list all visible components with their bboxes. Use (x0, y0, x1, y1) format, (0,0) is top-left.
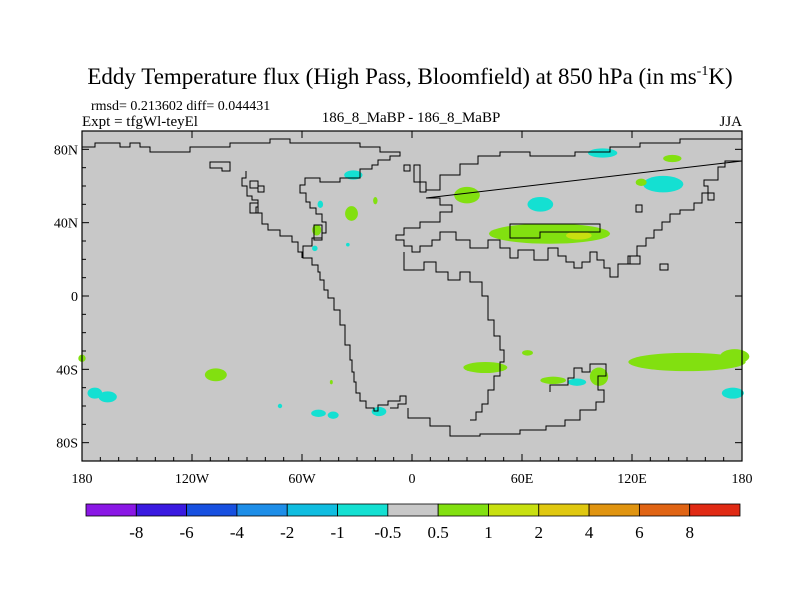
field-patch-19 (588, 148, 618, 158)
coastline-islands-2 (257, 185, 265, 193)
coastline-alaska-islands (209, 161, 231, 172)
x-tick-label-1: 120W (175, 472, 210, 487)
x-tick-label-2: 60W (288, 472, 316, 487)
field-patch-2 (98, 391, 117, 403)
coastline-west-americas (241, 171, 303, 258)
field-patch-21 (635, 178, 647, 186)
colorbar-box-7 (437, 503, 489, 517)
field-patch-31 (327, 411, 339, 419)
colorbar-label-2: -4 (230, 523, 245, 542)
field-patch-1 (87, 387, 103, 399)
axes: 180 120W 60W 0 60E 120E 180 80N 40N 0 40S 80S (54, 131, 753, 487)
colorbar-box-12 (689, 503, 741, 517)
field-patch-30 (721, 387, 744, 399)
field-patch-24 (522, 350, 533, 356)
field-patch-7 (329, 379, 333, 385)
field-patch-15 (454, 186, 480, 204)
field-patch-10 (317, 200, 324, 208)
field-patch-29 (720, 349, 750, 364)
colorbar-label-9: 4 (585, 523, 594, 542)
colorbar: -8 -6 -4 -2 -1 -0.5 0.5 1 2 4 6 8 (85, 503, 741, 542)
field-patch-14 (346, 242, 350, 247)
stats-label: rmsd= 0.213602 diff= 0.044431 (91, 99, 270, 114)
colorbar-box-9 (538, 503, 590, 517)
colorbar-box-4 (286, 503, 338, 517)
colorbar-label-6: 0.5 (428, 523, 449, 542)
colorbar-label-8: 2 (535, 523, 544, 542)
field-patch-20 (643, 175, 684, 193)
field-patch-27 (589, 367, 609, 386)
coastline-islands-6 (313, 224, 323, 241)
field-patch-17 (489, 223, 610, 244)
field-patch-3 (204, 368, 227, 382)
colorbar-box-3 (236, 503, 288, 517)
colorbar-box-1 (135, 503, 188, 517)
y-tick-label-3: 40S (56, 363, 78, 378)
colorbar-box-2 (186, 503, 238, 517)
field-patch-9 (373, 197, 378, 205)
colorbar-box-11 (638, 503, 691, 517)
y-tick-label-2: 0 (71, 290, 78, 305)
field-patch-22 (663, 154, 682, 163)
colorbar-label-5: -0.5 (374, 523, 401, 542)
field-patch-12 (312, 224, 322, 236)
field-patch-13 (312, 245, 318, 252)
colorbar-label-11: 8 (685, 523, 694, 542)
colorbar-box-5 (337, 503, 389, 517)
field-patch-16 (527, 197, 554, 212)
field-patch-28 (628, 352, 746, 372)
x-tick-label-6: 180 (732, 472, 753, 487)
field-patches (78, 148, 750, 419)
colorbar-box-0 (85, 503, 137, 517)
y-tick-label-4: 80S (56, 437, 78, 452)
field-patch-26 (567, 378, 587, 386)
colorbar-box-10 (588, 503, 640, 517)
colorbar-label-7: 1 (484, 523, 493, 542)
x-tick-label-0: 180 (72, 472, 93, 487)
coastline-eurasia (395, 138, 743, 278)
experiment-label: Expt = tfgWl-teyEl (82, 114, 198, 130)
center-label: 186_8_MaBP - 186_8_MaBP (322, 110, 501, 126)
field-patch-6 (371, 406, 387, 417)
colorbar-label-1: -6 (180, 523, 194, 542)
field-patch-23 (463, 362, 508, 373)
field-patch-8 (344, 170, 363, 180)
field-patch-4 (277, 403, 283, 409)
coastline-antarctic-south (407, 363, 607, 437)
colorbar-label-0: -8 (129, 523, 143, 542)
season-label: JJA (719, 114, 742, 130)
field-patch-18 (566, 231, 592, 240)
coastline-east-asia (627, 192, 715, 271)
colorbar-label-3: -2 (280, 523, 294, 542)
coastline-islands-5 (419, 181, 427, 193)
y-tick-label-1: 40N (54, 217, 78, 232)
y-tick-label-0: 80N (54, 143, 78, 158)
coastline-arctic-americas (82, 138, 407, 412)
colorbar-label-10: 6 (635, 523, 644, 542)
x-tick-label-3: 0 (409, 472, 416, 487)
coastline-arabia-africa (403, 252, 505, 421)
chart-title: Eddy Temperature flux (High Pass, Bloomf… (87, 64, 732, 89)
x-tick-label-5: 120E (617, 472, 647, 487)
x-tick-label-4: 60E (511, 472, 534, 487)
coastline-islands-7 (403, 164, 411, 172)
field-patch-11 (345, 206, 358, 221)
coastline-islands-3 (249, 202, 259, 214)
colorbar-label-4: -1 (330, 523, 344, 542)
coastline-asia-lakes (509, 223, 601, 239)
field-patch-5 (311, 409, 326, 418)
colorbar-box-8 (488, 503, 540, 517)
field-patch-25 (540, 376, 567, 385)
coastlines (82, 138, 743, 437)
map-background (82, 131, 742, 461)
colorbar-box-6 (387, 503, 439, 517)
